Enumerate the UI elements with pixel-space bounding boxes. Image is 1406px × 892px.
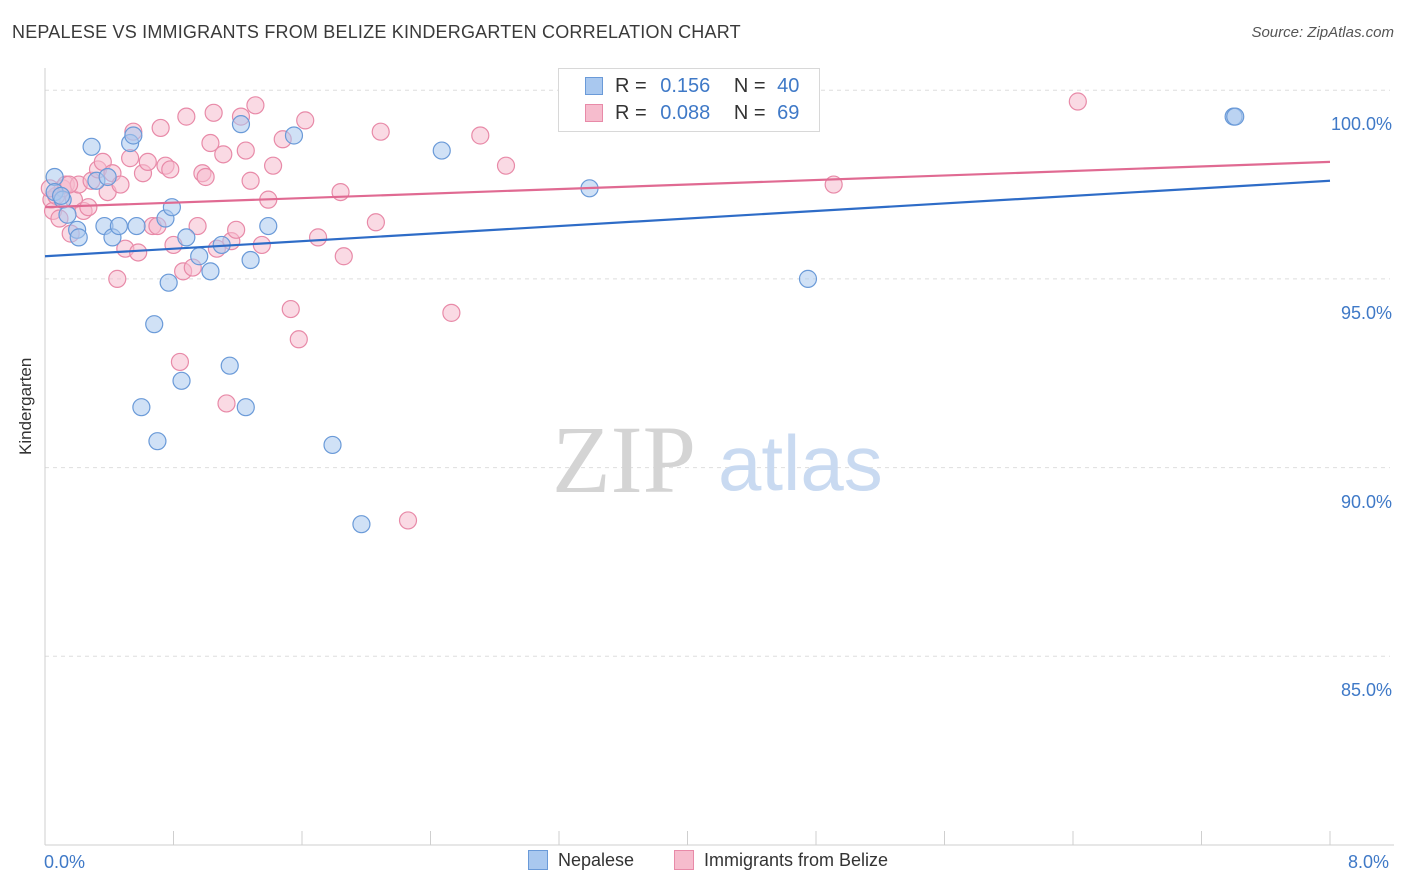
belize-point: [188, 216, 207, 236]
r-value: 0.156: [660, 75, 711, 97]
nepalese-point: [259, 216, 278, 236]
nepalese-point: [284, 126, 304, 145]
belize-point: [334, 247, 353, 266]
belize-point: [214, 145, 233, 164]
nepalese-point: [432, 141, 451, 160]
x-tick-label-max: 8.0%: [1348, 852, 1390, 872]
stats-legend: R = 0.156 N = 40 R = 0.088 N = 69: [558, 68, 820, 132]
legend-label-belize: Immigrants from Belize: [704, 850, 889, 870]
belize-point: [496, 156, 516, 175]
legend-item-belize[interactable]: Immigrants from Belize: [674, 850, 888, 871]
belize-point: [366, 213, 385, 232]
axes-layer: [44, 68, 1394, 846]
nepalese-point: [231, 115, 251, 134]
r-label: R =: [615, 102, 647, 124]
watermark-atlas: atlas: [718, 419, 883, 507]
legend-label-nepalese: Nepalese: [558, 850, 635, 870]
nepalese-point: [148, 432, 167, 451]
belize-point: [196, 167, 215, 187]
belize-point: [263, 156, 283, 175]
n-label: N =: [733, 75, 766, 97]
nepalese-point: [58, 205, 77, 224]
belize-point: [1068, 92, 1087, 111]
watermark: ZIP atlas: [552, 406, 883, 513]
belize-point: [170, 352, 190, 372]
belize-point: [442, 303, 461, 322]
y-tick-label: 95.0%: [1340, 302, 1392, 323]
nepalese-point: [162, 198, 181, 217]
belize-point: [201, 133, 220, 153]
y-tick-label: 100.0%: [1330, 114, 1392, 135]
nepalese-point: [159, 273, 178, 292]
watermark-zip: ZIP: [552, 406, 696, 513]
nepalese-point: [352, 515, 371, 534]
nepalese-point: [190, 247, 209, 266]
belize-point: [227, 220, 246, 239]
chart-title: NEPALESE VS IMMIGRANTS FROM BELIZE KINDE…: [12, 22, 741, 42]
nepalese-point: [798, 269, 818, 288]
y-axis-label: Kindergarten: [16, 357, 35, 455]
nepalese-point: [98, 167, 117, 187]
nepalese-swatch: [585, 77, 603, 95]
r-value: 0.088: [660, 102, 711, 124]
belize-point: [79, 198, 98, 217]
belize-point: [471, 126, 490, 145]
nepalese-point: [220, 356, 239, 375]
nepalese-point: [236, 398, 255, 417]
belize-point: [281, 299, 300, 319]
nepalese-point: [172, 371, 191, 390]
belize-point: [129, 243, 148, 262]
belize-point: [108, 269, 127, 288]
belize-point: [241, 171, 260, 190]
points-layer: [40, 81, 1245, 534]
x-tick-label-min: 0.0%: [44, 852, 86, 872]
nepalese-point: [109, 216, 128, 236]
nepalese-point: [201, 262, 220, 281]
belize-trend-line: [44, 160, 1331, 209]
r-label: R =: [615, 75, 647, 97]
y-tick-label: 85.0%: [1340, 680, 1392, 701]
belize-point: [246, 96, 265, 115]
belize-point: [138, 152, 157, 171]
belize-point: [204, 103, 223, 122]
nepalese-point: [323, 435, 342, 455]
nepalese-point: [132, 398, 151, 417]
nepalese-point: [82, 137, 101, 156]
belize-swatch: [585, 104, 603, 122]
n-value: 40: [777, 75, 800, 97]
trend-layer: [44, 160, 1331, 258]
belize-point: [217, 394, 236, 413]
belize-point: [296, 111, 315, 130]
belize-point: [121, 149, 140, 168]
nepalese-legend-swatch: [528, 850, 548, 870]
n-value: 69: [777, 102, 800, 124]
nepalese-point: [1226, 107, 1245, 126]
nepalese-point: [127, 216, 146, 236]
belize-point: [151, 118, 170, 138]
belize-point: [398, 511, 418, 530]
belize-point: [371, 122, 390, 141]
belize-point: [161, 160, 180, 179]
nepalese-point: [177, 228, 196, 247]
nepalese-point: [69, 228, 88, 247]
belize-point: [236, 141, 255, 160]
grid-layer: [45, 89, 1390, 657]
nepalese-point: [45, 167, 64, 187]
source-label: Source: ZipAtlas.com: [1251, 24, 1394, 41]
nepalese-point: [241, 250, 260, 270]
belize-point: [177, 107, 196, 126]
nepalese-point: [51, 186, 71, 205]
nepalese-point: [145, 315, 164, 334]
n-label: N =: [733, 102, 766, 124]
belize-legend-swatch: [674, 850, 694, 870]
nepalese-point: [124, 126, 143, 145]
belize-point: [289, 330, 308, 349]
legend-item-nepalese[interactable]: Nepalese: [528, 850, 634, 871]
belize-point: [308, 228, 328, 247]
y-tick-label: 90.0%: [1340, 491, 1392, 512]
nepalese-trend-line: [44, 179, 1331, 258]
